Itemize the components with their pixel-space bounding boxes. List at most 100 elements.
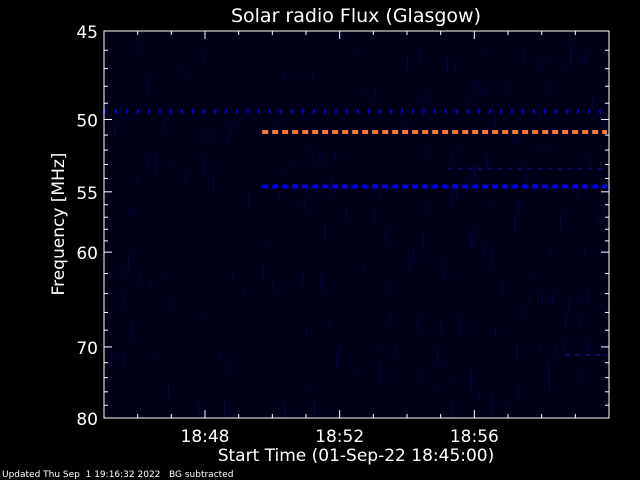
band-segment-1 <box>602 130 607 134</box>
noise-speck <box>313 400 315 417</box>
noise-speck <box>491 250 493 267</box>
noise-speck <box>307 275 309 278</box>
band-segment-0 <box>313 109 315 114</box>
noise-speck <box>125 127 127 133</box>
noise-speck <box>375 88 376 100</box>
band-segment-1 <box>312 130 319 134</box>
noise-speck <box>420 252 422 262</box>
x-tick-label: 18:56 <box>450 427 499 447</box>
noise-speck <box>328 143 330 148</box>
band-segment-2 <box>312 184 319 189</box>
noise-speck <box>588 339 590 353</box>
noise-speck <box>527 272 529 276</box>
noise-speck <box>576 298 577 303</box>
chart-title: Solar radio Flux (Glasgow) <box>231 5 481 27</box>
band-segment-0 <box>236 109 238 114</box>
noise-speck <box>548 373 550 391</box>
noise-speck <box>364 184 366 195</box>
noise-speck <box>422 366 424 385</box>
band-segment-1 <box>382 130 389 134</box>
band-segment-1 <box>562 130 569 134</box>
band-segment-0 <box>181 109 183 114</box>
updated-timestamp: Updated Thu Sep 1 19:16:32 2022 <box>2 470 161 480</box>
noise-speck <box>114 125 116 136</box>
noise-speck <box>452 375 454 381</box>
band-segment-2 <box>322 184 329 189</box>
band-segment-0 <box>192 109 194 114</box>
noise-speck <box>565 314 567 328</box>
noise-speck <box>242 293 244 304</box>
band-segment-0 <box>324 109 326 114</box>
noise-speck <box>427 145 429 165</box>
noise-speck <box>306 379 308 396</box>
noise-speck <box>120 105 122 121</box>
noise-speck <box>376 346 378 356</box>
noise-speck <box>524 305 526 321</box>
noise-speck <box>442 270 444 280</box>
noise-speck <box>328 103 330 116</box>
noise-speck <box>224 399 226 418</box>
noise-speck <box>359 86 361 92</box>
noise-speck <box>324 222 326 242</box>
noise-speck <box>164 123 166 132</box>
band-segment-1 <box>322 130 329 134</box>
noise-speck <box>478 391 480 403</box>
noise-speck <box>517 199 519 217</box>
noise-speck <box>545 84 547 92</box>
band-segment-0 <box>258 109 260 114</box>
noise-speck <box>481 88 483 96</box>
band-segment-0 <box>500 109 502 114</box>
noise-speck <box>437 347 439 366</box>
noise-speck <box>538 101 540 119</box>
band-segment-1 <box>582 130 589 134</box>
noise-speck <box>146 155 148 169</box>
noise-speck <box>562 379 564 388</box>
band-segment-1 <box>292 130 299 134</box>
noise-speck <box>232 269 234 278</box>
noise-speck <box>551 290 553 305</box>
noise-speck <box>440 317 442 335</box>
noise-speck <box>514 131 516 140</box>
band-segment-0 <box>302 109 304 114</box>
noise-speck <box>299 170 301 180</box>
noise-speck <box>213 176 215 194</box>
noise-speck <box>146 77 148 86</box>
band-segment-0 <box>555 109 557 114</box>
noise-speck <box>330 176 332 192</box>
band-segment-3 <box>587 167 593 170</box>
noise-speck <box>130 328 132 342</box>
noise-speck <box>302 110 304 123</box>
noise-speck <box>308 146 309 155</box>
noise-speck <box>189 70 191 77</box>
noise-speck <box>473 233 475 246</box>
noise-speck <box>243 288 245 294</box>
y-tick-label: 55 <box>76 184 98 204</box>
noise-speck <box>168 219 170 231</box>
noise-speck <box>445 257 447 275</box>
noise-speck <box>510 404 512 409</box>
band-segment-2 <box>402 184 409 189</box>
noise-speck <box>303 196 305 213</box>
band-segment-2 <box>332 184 339 189</box>
noise-speck <box>547 189 549 196</box>
noise-speck <box>403 276 405 278</box>
noise-speck <box>469 167 471 185</box>
noise-speck <box>352 86 354 90</box>
noise-speck <box>346 205 347 221</box>
band-segment-2 <box>492 184 499 189</box>
band-segment-2 <box>502 184 509 189</box>
noise-speck <box>137 278 139 287</box>
plot-frame <box>103 30 610 419</box>
band-segment-2 <box>442 184 449 189</box>
noise-speck <box>305 327 307 336</box>
noise-speck <box>284 404 286 419</box>
noise-speck <box>525 166 527 186</box>
noise-speck <box>271 239 273 253</box>
band-segment-0 <box>412 109 414 114</box>
noise-speck <box>350 185 352 190</box>
noise-speck <box>529 294 531 307</box>
band-segment-0 <box>203 109 205 114</box>
noise-speck <box>438 385 440 397</box>
y-tick-label: 60 <box>76 244 98 264</box>
noise-speck <box>486 250 488 253</box>
